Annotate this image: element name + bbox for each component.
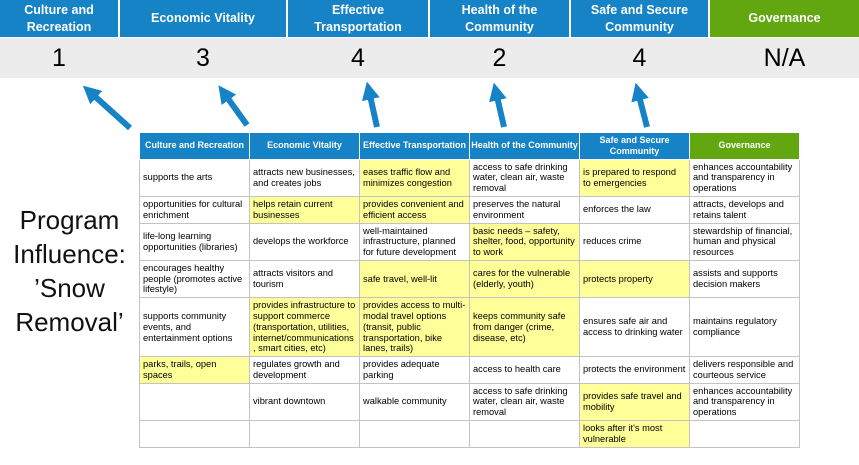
matrix-cell-r1-c1: helps retain current businesses xyxy=(249,195,360,224)
matrix-cell-r6-c3: access to safe drinking water, clean air… xyxy=(469,382,580,422)
pillar-score-1: 3 xyxy=(196,43,210,72)
matrix-cell-r6-c5: enhances accountability and transparency… xyxy=(689,382,800,422)
matrix-cell-r4-c4: ensures safe air and access to drinking … xyxy=(579,297,690,358)
matrix-header-0: Culture and Recreation xyxy=(139,132,250,160)
matrix-cell-r7-c4: looks after it's most vulnerable xyxy=(579,420,690,448)
pillar-score-0: 1 xyxy=(52,43,66,72)
pillar-score-2: 4 xyxy=(351,43,365,72)
table-row: supports the arts attracts new businesses… xyxy=(139,158,800,197)
title-block: Program Influence: ’Snow Removal’ xyxy=(0,132,139,448)
matrix-cell-r0-c0: supports the arts xyxy=(139,158,250,197)
matrix-cell-r2-c5: stewardship of financial, human and phys… xyxy=(689,222,800,261)
matrix-cell-r5-c3: access to health care xyxy=(469,356,580,384)
pillar-score-4: 4 xyxy=(632,43,647,72)
arrow-band xyxy=(0,78,859,132)
matrix-cell-r4-c2: provides access to multi-modal travel op… xyxy=(359,297,470,358)
matrix-cell-r1-c2: provides convenient and efficient access xyxy=(359,195,470,224)
matrix-body: supports the arts attracts new businesses… xyxy=(139,158,800,448)
table-row: opportunities for cultural enrichment hel… xyxy=(139,195,800,224)
matrix-header-5: Governance xyxy=(689,132,800,160)
matrix-head: Culture and Recreation Economic Vitality E… xyxy=(139,132,800,160)
table-row: life-long learning opportunities (librar… xyxy=(139,222,800,261)
matrix-cell-r0-c5: enhances accountability and transparency… xyxy=(689,158,800,197)
page-title: Program Influence: ’Snow Removal’ xyxy=(13,205,126,337)
table-row: parks, trails, open spaces regulates grow… xyxy=(139,356,800,384)
pillar-header-3: Health of the Community xyxy=(430,0,569,37)
matrix-cell-r6-c1: vibrant downtown xyxy=(249,382,360,422)
matrix-header-1: Economic Vitality xyxy=(249,132,360,160)
matrix-cell-r1-c5: attracts, develops and retains talent xyxy=(689,195,800,224)
matrix-header-4: Safe and Secure Community xyxy=(579,132,690,160)
matrix-cell-r4-c0: supports community events, and entertain… xyxy=(139,297,250,358)
up-arrow-icon xyxy=(631,82,650,128)
matrix-header-3: Health of the Community xyxy=(469,132,580,160)
matrix-cell-r7-c1 xyxy=(249,420,360,448)
matrix-cell-r2-c2: well-maintained infrastructure, planned … xyxy=(359,222,470,261)
matrix-cell-r6-c4: provides safe travel and mobility xyxy=(579,382,690,422)
matrix-cell-r0-c4: is prepared to respond to emergencies xyxy=(579,158,690,197)
matrix-cell-r3-c1: attracts visitors and tourism xyxy=(249,259,360,299)
score-row: 1 3 4 2 4 N/A xyxy=(0,38,859,78)
pillar-score-5: N/A xyxy=(763,43,806,72)
table-row: vibrant downtown walkable community access… xyxy=(139,382,800,422)
matrix-cell-r1-c0: opportunities for cultural enrichment xyxy=(139,195,250,224)
matrix-cell-r5-c4: protects the environment xyxy=(579,356,690,384)
up-arrow-icon xyxy=(489,82,507,128)
matrix-cell-r7-c3 xyxy=(469,420,580,448)
table-row: supports community events, and entertain… xyxy=(139,297,800,358)
pillar-header-2: Effective Transportation xyxy=(288,0,428,37)
matrix-cell-r5-c5: delivers responsible and courteous servi… xyxy=(689,356,800,384)
matrix-cell-r3-c4: protects property xyxy=(579,259,690,299)
pillar-header-1: Economic Vitality xyxy=(120,0,286,37)
matrix-cell-r7-c5 xyxy=(689,420,800,448)
matrix-cell-r2-c4: reduces crime xyxy=(579,222,690,261)
matrix-cell-r3-c0: encourages healthy people (promotes acti… xyxy=(139,259,250,299)
matrix-cell-r3-c2: safe travel, well-lit xyxy=(359,259,470,299)
matrix-cell-r0-c3: access to safe drinking water, clean air… xyxy=(469,158,580,197)
matrix-cell-r3-c5: assists and supports decision makers xyxy=(689,259,800,299)
matrix-cell-r4-c3: keeps community safe from danger (crime,… xyxy=(469,297,580,358)
pillar-header-5: Governance xyxy=(710,0,859,37)
influence-matrix: Culture and Recreation Economic Vitality E… xyxy=(139,132,800,448)
matrix-cell-r2-c0: life-long learning opportunities (librar… xyxy=(139,222,250,261)
matrix-cell-r6-c0 xyxy=(139,382,250,422)
up-arrow-icon xyxy=(218,85,250,127)
pillar-header-0: Culture and Recreation xyxy=(0,0,118,37)
matrix-cell-r5-c1: regulates growth and development xyxy=(249,356,360,384)
matrix-cell-r4-c1: provides infrastructure to support comme… xyxy=(249,297,360,358)
matrix-cell-r1-c4: enforces the law xyxy=(579,195,690,224)
main-area: Program Influence: ’Snow Removal’ Cultur… xyxy=(0,132,859,448)
table-row: looks after it's most vulnerable xyxy=(139,420,800,448)
matrix-cell-r1-c3: preserves the natural environment xyxy=(469,195,580,224)
arrows-svg xyxy=(82,81,650,131)
pillar-score-3: 2 xyxy=(492,43,507,72)
up-arrow-icon xyxy=(82,85,133,131)
matrix-cell-r4-c5: maintains regulatory compliance xyxy=(689,297,800,358)
matrix-cell-r3-c3: cares for the vulnerable (elderly, youth… xyxy=(469,259,580,299)
matrix-cell-r0-c2: eases traffic flow and minimizes congest… xyxy=(359,158,470,197)
matrix-cell-r7-c0 xyxy=(139,420,250,448)
matrix-cell-r7-c2 xyxy=(359,420,470,448)
matrix-cell-r2-c1: develops the workforce xyxy=(249,222,360,261)
matrix-cell-r5-c2: provides adequate parking xyxy=(359,356,470,384)
score-band: 1 3 4 2 4 N/A xyxy=(0,38,859,78)
matrix-cell-r2-c3: basic needs – safety, shelter, food, opp… xyxy=(469,222,580,261)
up-arrow-icon xyxy=(362,81,380,128)
pillar-header-4: Safe and Secure Community xyxy=(571,0,708,37)
matrix-cell-r6-c2: walkable community xyxy=(359,382,470,422)
table-row: encourages healthy people (promotes acti… xyxy=(139,259,800,299)
pillar-header-row: Culture and Recreation Economic Vitality E… xyxy=(0,0,859,37)
matrix-cell-r5-c0: parks, trails, open spaces xyxy=(139,356,250,384)
matrix-cell-r0-c1: attracts new businesses, and creates job… xyxy=(249,158,360,197)
matrix-header-2: Effective Transportation xyxy=(359,132,470,160)
